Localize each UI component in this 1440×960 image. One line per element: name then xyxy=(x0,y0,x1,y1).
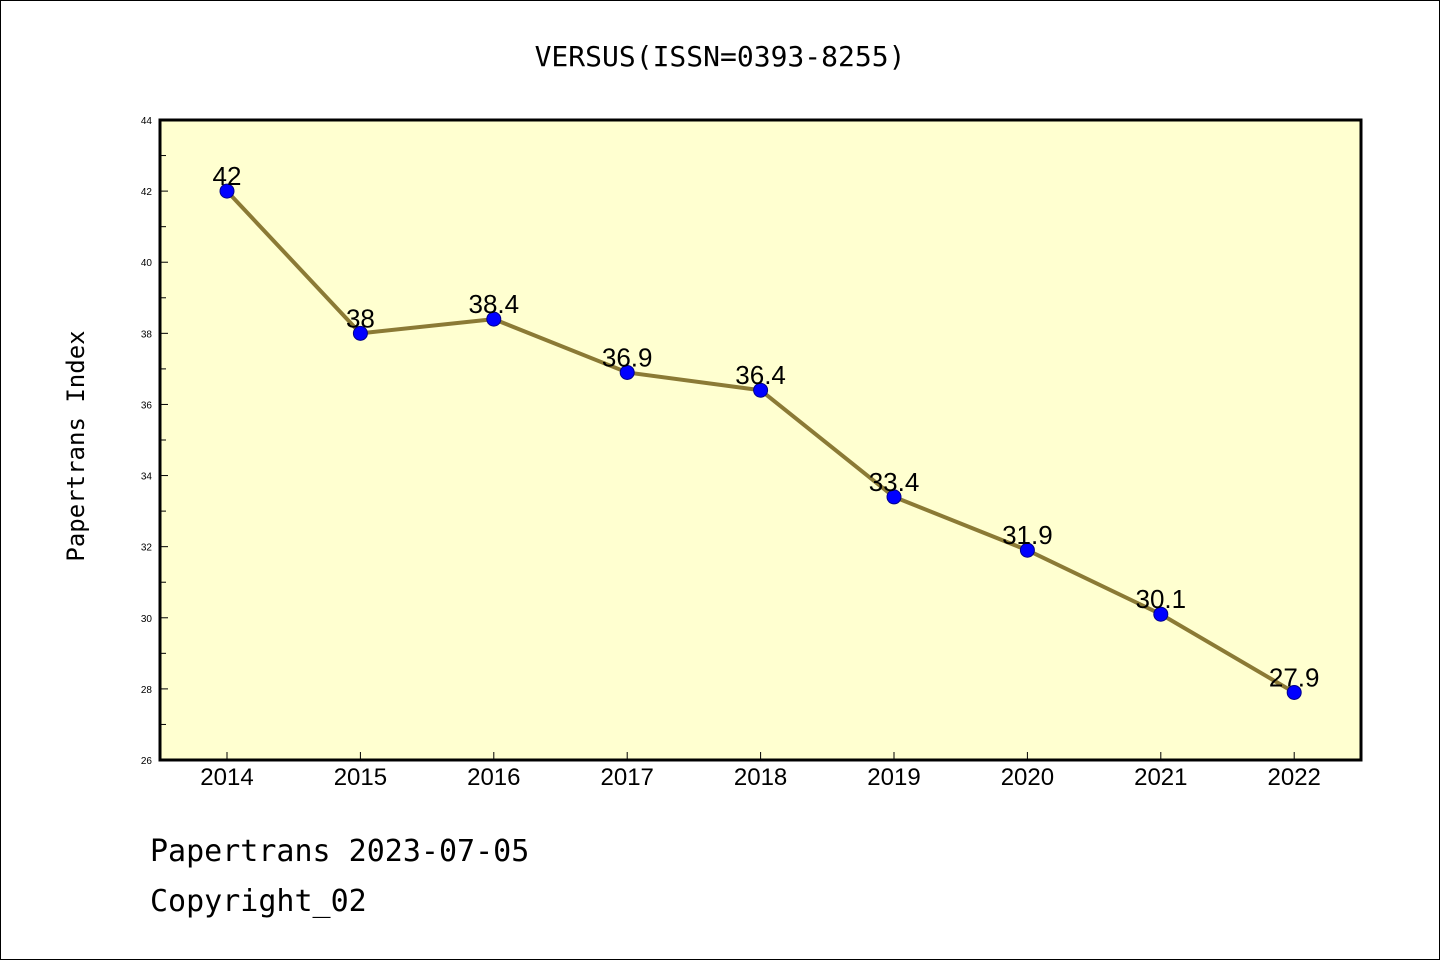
x-tick-label: 2019 xyxy=(867,764,920,791)
y-axis-label: Papertrans Index xyxy=(62,330,90,561)
data-label: 27.9 xyxy=(1269,662,1320,692)
data-point xyxy=(352,325,368,341)
y-tick-label: 30 xyxy=(141,614,153,625)
y-tick-label: 44 xyxy=(141,116,153,127)
footer-date: Papertrans 2023-07-05 xyxy=(150,834,530,869)
x-tick-label: 2022 xyxy=(1268,764,1321,791)
x-tick-label: 2016 xyxy=(467,764,520,791)
data-label: 36.9 xyxy=(602,342,653,372)
x-tick-label: 2017 xyxy=(601,764,654,791)
y-tick-label: 38 xyxy=(141,329,153,340)
x-tick-label: 2014 xyxy=(200,764,253,791)
data-label: 33.4 xyxy=(869,467,920,497)
data-label: 30.1 xyxy=(1135,584,1186,614)
data-point xyxy=(1019,542,1035,558)
x-tick-label: 2021 xyxy=(1134,764,1187,791)
x-tick-label: 2020 xyxy=(1001,764,1054,791)
chart-title: VERSUS(ISSN=0393-8255) xyxy=(535,40,906,73)
footer-copyright: Copyright_02 xyxy=(150,884,367,919)
plot-area xyxy=(158,118,1363,762)
y-tick-label: 42 xyxy=(141,187,153,198)
data-point xyxy=(486,311,502,327)
y-tick-label: 28 xyxy=(141,685,153,696)
data-point xyxy=(219,183,235,199)
data-point xyxy=(619,364,635,380)
data-point xyxy=(886,489,902,505)
data-point xyxy=(1153,606,1169,622)
data-point xyxy=(753,382,769,398)
data-label: 38.4 xyxy=(468,289,519,319)
y-tick-label: 40 xyxy=(141,258,153,269)
data-label: 38 xyxy=(346,303,375,333)
data-label: 31.9 xyxy=(1002,520,1053,550)
x-tick-label: 2015 xyxy=(334,764,387,791)
data-label: 36.4 xyxy=(735,360,786,390)
y-tick-label: 36 xyxy=(141,400,153,411)
y-tick-label: 32 xyxy=(141,543,153,554)
data-point xyxy=(1286,684,1302,700)
y-tick-label: 34 xyxy=(141,472,153,483)
y-tick-label: 26 xyxy=(141,756,153,767)
data-label: 42 xyxy=(213,161,242,191)
x-tick-label: 2018 xyxy=(734,764,787,791)
